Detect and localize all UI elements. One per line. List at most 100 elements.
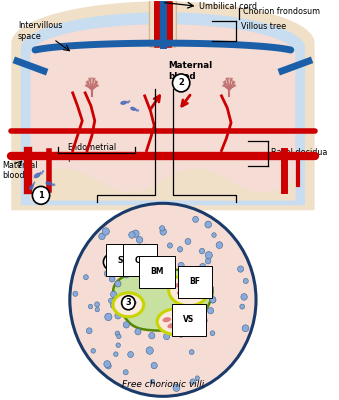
Polygon shape — [121, 101, 126, 104]
Text: 2: 2 — [178, 78, 184, 88]
Circle shape — [150, 379, 155, 384]
Text: Maternal
blood: Maternal blood — [169, 61, 213, 81]
Circle shape — [149, 245, 155, 251]
Text: BF: BF — [189, 278, 200, 286]
Ellipse shape — [169, 274, 209, 306]
Polygon shape — [140, 259, 145, 261]
Circle shape — [108, 298, 114, 303]
Circle shape — [32, 186, 49, 204]
Ellipse shape — [172, 315, 181, 320]
Circle shape — [173, 74, 190, 92]
Circle shape — [193, 216, 199, 222]
Circle shape — [201, 317, 207, 324]
Circle shape — [241, 294, 247, 300]
Circle shape — [167, 243, 173, 248]
Text: Endometrial
spiral arteries: Endometrial spiral arteries — [64, 143, 120, 162]
Circle shape — [164, 260, 170, 266]
Circle shape — [117, 334, 121, 339]
Circle shape — [99, 233, 105, 240]
Polygon shape — [31, 168, 295, 200]
Ellipse shape — [177, 290, 185, 295]
Circle shape — [104, 360, 111, 368]
Circle shape — [205, 258, 211, 264]
Circle shape — [205, 252, 212, 259]
Circle shape — [91, 348, 96, 353]
Ellipse shape — [177, 322, 185, 327]
Circle shape — [105, 363, 111, 369]
Circle shape — [195, 376, 199, 380]
Circle shape — [123, 322, 129, 328]
Circle shape — [199, 248, 205, 254]
Circle shape — [70, 203, 256, 396]
Circle shape — [210, 297, 216, 303]
Text: 1: 1 — [38, 191, 44, 200]
Circle shape — [216, 242, 223, 248]
Ellipse shape — [162, 317, 171, 322]
Circle shape — [115, 331, 120, 336]
Text: Free chorionic villi: Free chorionic villi — [122, 380, 204, 389]
Circle shape — [178, 247, 183, 252]
Circle shape — [115, 281, 121, 287]
Ellipse shape — [113, 293, 144, 317]
Circle shape — [129, 232, 135, 238]
Circle shape — [201, 276, 207, 282]
Polygon shape — [46, 182, 51, 185]
Circle shape — [125, 252, 132, 260]
Circle shape — [207, 286, 214, 292]
Ellipse shape — [175, 282, 183, 288]
Circle shape — [242, 325, 249, 332]
Circle shape — [212, 233, 216, 237]
Polygon shape — [31, 24, 295, 200]
Circle shape — [73, 291, 78, 296]
Ellipse shape — [157, 309, 196, 335]
Circle shape — [128, 352, 134, 358]
Circle shape — [173, 384, 180, 392]
Circle shape — [185, 238, 191, 244]
Circle shape — [210, 297, 216, 303]
Circle shape — [160, 226, 165, 231]
Polygon shape — [34, 173, 40, 178]
Circle shape — [116, 343, 120, 348]
Circle shape — [109, 276, 115, 282]
Circle shape — [111, 291, 117, 298]
Circle shape — [191, 326, 197, 332]
Circle shape — [146, 347, 153, 354]
Text: BM: BM — [151, 268, 164, 276]
Circle shape — [178, 262, 184, 269]
Circle shape — [102, 228, 109, 235]
Polygon shape — [131, 107, 136, 110]
Circle shape — [123, 370, 128, 375]
Ellipse shape — [182, 317, 190, 322]
Circle shape — [123, 272, 129, 278]
Ellipse shape — [192, 281, 201, 287]
Polygon shape — [30, 185, 33, 190]
Polygon shape — [150, 266, 155, 268]
Ellipse shape — [183, 279, 191, 284]
Circle shape — [135, 265, 141, 271]
Circle shape — [160, 228, 166, 235]
Ellipse shape — [184, 285, 193, 290]
Circle shape — [210, 331, 215, 336]
Text: Basal decidua: Basal decidua — [272, 148, 328, 157]
Circle shape — [136, 236, 143, 243]
Text: 3: 3 — [125, 298, 131, 307]
Circle shape — [103, 254, 119, 270]
Text: Chorion frondosum: Chorion frondosum — [243, 7, 320, 16]
Polygon shape — [113, 269, 213, 331]
Circle shape — [207, 308, 214, 314]
Text: VS: VS — [183, 315, 195, 324]
Circle shape — [149, 261, 155, 267]
Circle shape — [178, 331, 184, 337]
Text: Umbilical cord: Umbilical cord — [199, 2, 257, 11]
Text: ST: ST — [117, 256, 128, 264]
Circle shape — [190, 379, 195, 384]
Ellipse shape — [167, 323, 176, 328]
Circle shape — [105, 313, 112, 321]
Circle shape — [240, 304, 245, 309]
Text: CT: CT — [134, 256, 145, 264]
Text: Intervillous
space: Intervillous space — [18, 22, 62, 41]
Circle shape — [191, 268, 197, 274]
Circle shape — [243, 278, 248, 284]
Circle shape — [115, 313, 121, 319]
Polygon shape — [11, 1, 315, 210]
